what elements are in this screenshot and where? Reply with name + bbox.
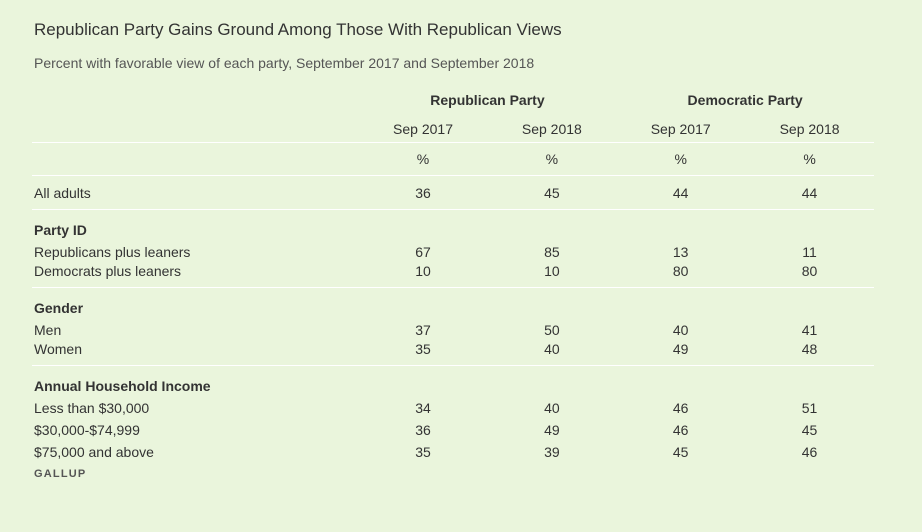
section-heading-row: Gender <box>32 288 874 320</box>
value-cell: 11 <box>802 244 817 260</box>
value-cell: 41 <box>801 322 818 338</box>
section-heading-row: Annual Household Income <box>32 366 874 398</box>
value-cell: 50 <box>544 322 560 338</box>
units-row: % % % % <box>32 142 874 176</box>
value-cell: 13 <box>672 244 689 260</box>
section-heading: Party ID <box>34 222 87 238</box>
group-header-row: Republican Party Democratic Party <box>32 84 874 116</box>
value-cell: 36 <box>358 175 488 210</box>
value-cell: 45 <box>487 175 617 210</box>
column-header: Sep 2018 <box>779 121 840 137</box>
value-cell: 34 <box>415 400 431 416</box>
empty-cell <box>616 366 745 398</box>
value-cell: 40 <box>544 400 560 416</box>
value-cell: 10 <box>358 263 488 288</box>
value-cell: 40 <box>487 341 617 366</box>
value-cell: 67 <box>415 244 431 260</box>
empty-cell <box>359 210 488 242</box>
table-row: $75,000 and above 35 39 45 46 <box>32 441 874 463</box>
row-label: Women <box>32 341 359 366</box>
value-cell: 10 <box>487 263 617 288</box>
row-label: All adults <box>32 175 359 210</box>
value-cell: 48 <box>745 341 874 366</box>
value-cell: 49 <box>616 341 746 366</box>
empty-cell <box>487 288 616 320</box>
value-cell: 51 <box>801 400 818 416</box>
value-cell: 36 <box>415 422 431 438</box>
empty-cell <box>616 288 745 320</box>
empty-cell <box>359 288 488 320</box>
value-cell: 46 <box>672 400 689 416</box>
column-header: Sep 2018 <box>521 121 582 137</box>
empty-cell <box>487 366 616 398</box>
table-row: Democrats plus leaners 10 10 80 80 <box>32 263 874 288</box>
column-header: Sep 2017 <box>393 121 453 137</box>
value-cell: 44 <box>745 175 874 210</box>
column-header: Sep 2017 <box>650 121 711 137</box>
row-label: Men <box>34 322 62 338</box>
data-table: Republican Party Democratic Party Sep 20… <box>32 84 874 463</box>
column-header-row: Sep 2017 Sep 2018 Sep 2017 Sep 2018 <box>32 116 874 143</box>
row-label: Democrats plus leaners <box>32 263 359 288</box>
value-cell: 46 <box>672 422 689 438</box>
row-label: Less than $30,000 <box>34 400 150 416</box>
row-label: $75,000 and above <box>34 444 154 460</box>
table-row: $30,000-$74,999 36 49 46 45 <box>32 419 874 441</box>
value-cell: 45 <box>672 444 689 460</box>
unit-cell: % <box>487 142 617 176</box>
section-heading: Annual Household Income <box>34 378 211 394</box>
empty-cell <box>745 210 874 242</box>
source-label: GALLUP <box>34 468 87 480</box>
unit-cell: % <box>616 142 746 176</box>
value-cell: 80 <box>745 263 874 288</box>
table-row: Less than $30,000 34 40 46 51 <box>32 397 874 419</box>
chart-title: Republican Party Gains Ground Among Thos… <box>34 20 562 39</box>
empty-cell <box>359 366 488 398</box>
table-row: Republicans plus leaners 67 85 13 11 <box>32 241 874 263</box>
unit-cell: % <box>358 142 488 176</box>
group-header-democratic: Democratic Party <box>687 92 803 108</box>
empty-cell <box>745 366 874 398</box>
section-heading: Gender <box>34 300 84 316</box>
group-header-republican: Republican Party <box>430 92 545 108</box>
value-cell: 85 <box>544 244 560 260</box>
value-cell: 49 <box>544 422 560 438</box>
value-cell: 35 <box>358 341 488 366</box>
chart-subtitle: Percent with favorable view of each part… <box>34 55 535 71</box>
table-row: Women 35 40 49 48 <box>32 341 874 366</box>
value-cell: 40 <box>672 322 689 338</box>
table-row: Men 37 50 40 41 <box>32 319 874 341</box>
header-spacer <box>32 84 359 116</box>
row-label: $30,000-$74,999 <box>34 422 140 438</box>
value-cell: 39 <box>544 444 560 460</box>
unit-cell: % <box>745 142 874 176</box>
empty-cell <box>616 210 745 242</box>
empty-cell <box>487 210 616 242</box>
units-spacer <box>32 142 359 176</box>
value-cell: 44 <box>616 175 746 210</box>
header-spacer <box>32 116 359 143</box>
row-label: Republicans plus leaners <box>34 244 191 260</box>
value-cell: 37 <box>415 322 431 338</box>
value-cell: 45 <box>801 422 818 438</box>
value-cell: 80 <box>616 263 746 288</box>
value-cell: 46 <box>801 444 818 460</box>
table-row-all-adults: All adults 36 45 44 44 <box>32 175 874 210</box>
empty-cell <box>745 288 874 320</box>
section-heading-row: Party ID <box>32 210 874 242</box>
value-cell: 35 <box>415 444 431 460</box>
